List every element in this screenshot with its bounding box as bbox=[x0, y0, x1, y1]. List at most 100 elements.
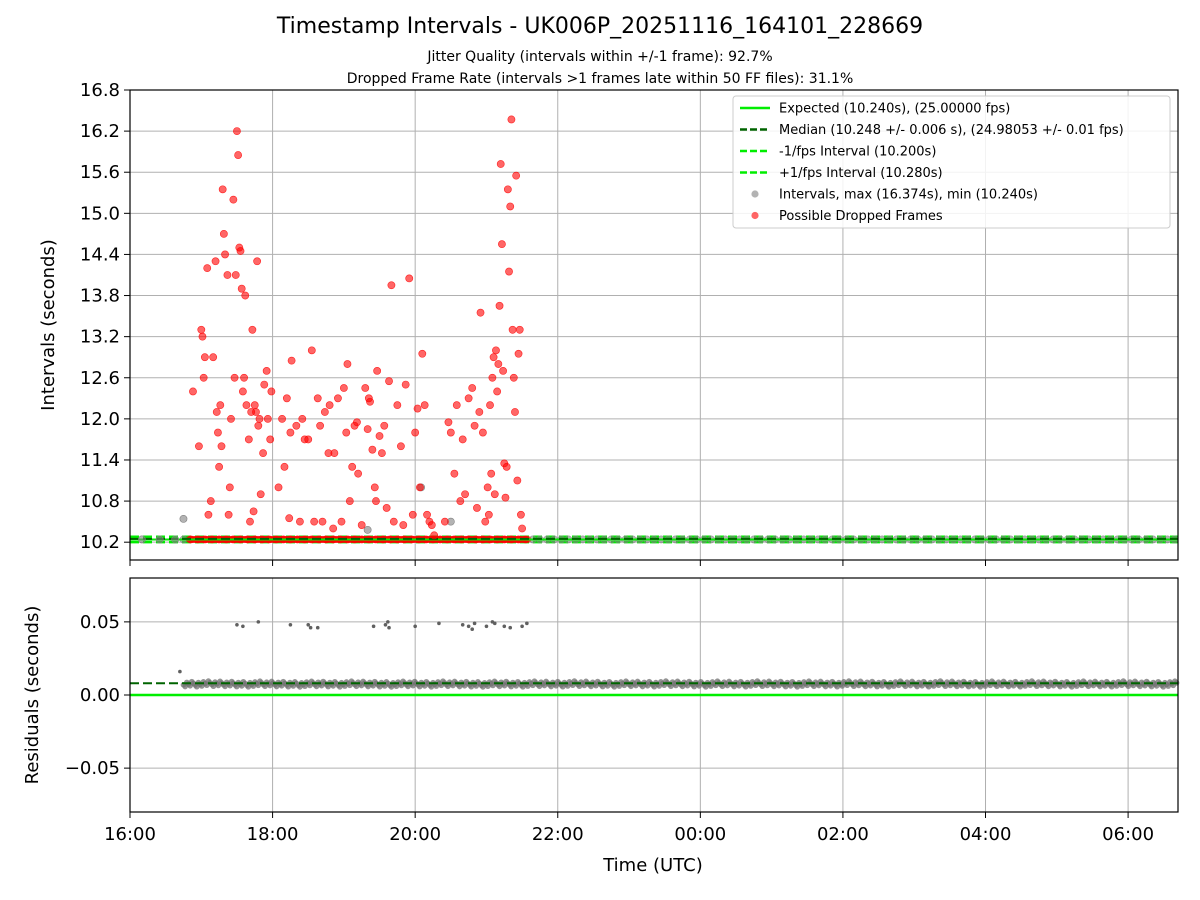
dropped-frame-point bbox=[241, 291, 250, 300]
y-tick-label: 10.8 bbox=[80, 491, 120, 512]
dropped-frame-point bbox=[263, 414, 272, 423]
dropped-frame-point bbox=[413, 404, 422, 413]
dropped-frame-point bbox=[515, 325, 524, 334]
dropped-frame-point bbox=[507, 115, 516, 124]
y-tick-label: 16.8 bbox=[80, 80, 120, 101]
dropped-frame-point bbox=[246, 517, 254, 526]
dropped-frame-point bbox=[430, 531, 439, 540]
dropped-frame-point bbox=[508, 325, 517, 334]
y-tick-label: 16.2 bbox=[80, 121, 120, 142]
dropped-frame-point bbox=[401, 380, 410, 389]
dropped-frame-point bbox=[234, 151, 243, 159]
dropped-frame-point bbox=[280, 462, 289, 471]
interval-point bbox=[179, 514, 188, 523]
residuals-plot: −0.05 0.00 0.05 16:00 18:00 20:00 22:00 00:00 02… bbox=[65, 577, 1180, 845]
legend-marker bbox=[751, 190, 759, 198]
dropped-frame-point bbox=[498, 240, 506, 249]
dropped-frame-point bbox=[446, 428, 455, 437]
residual-point bbox=[315, 625, 320, 630]
y-tick-label: 15.6 bbox=[80, 162, 120, 183]
dropped-frame-point bbox=[502, 462, 511, 471]
dropped-frame-point bbox=[486, 401, 494, 410]
dropped-frame-point bbox=[230, 373, 239, 382]
residual-point bbox=[178, 669, 182, 674]
dropped-frame-point bbox=[470, 421, 479, 430]
dropped-frame-point bbox=[237, 284, 246, 293]
dropped-frame-point bbox=[478, 428, 487, 437]
dropped-frame-point bbox=[475, 408, 484, 416]
dropped-frame-point bbox=[195, 442, 203, 451]
dropped-frame-point bbox=[488, 373, 497, 382]
dropped-frame-point bbox=[375, 432, 384, 440]
x-tick-label: 16:00 bbox=[104, 824, 156, 845]
dropped-frame-point bbox=[254, 421, 263, 430]
dropped-frame-point bbox=[216, 401, 225, 410]
dropped-frame-point bbox=[244, 435, 253, 444]
dropped-frame-point bbox=[361, 384, 370, 392]
residual-point bbox=[235, 623, 239, 627]
residual-point bbox=[371, 624, 376, 629]
dropped-frame-point bbox=[501, 493, 510, 502]
dropped-frame-point bbox=[483, 483, 492, 492]
dropped-frame-point bbox=[427, 521, 436, 529]
residual-point bbox=[387, 625, 391, 630]
x-tick-label: 06:00 bbox=[1102, 824, 1154, 845]
dropped-frame-point bbox=[512, 171, 521, 180]
residual-point bbox=[508, 625, 513, 630]
dropped-frame-point bbox=[296, 517, 304, 526]
dropped-frame-point bbox=[198, 332, 207, 341]
y-tick-label: 14.4 bbox=[80, 244, 120, 265]
residual-point bbox=[502, 624, 507, 629]
dropped-frame-point bbox=[197, 325, 206, 334]
dropped-frame-point bbox=[393, 401, 402, 410]
intervals-y-axis-label: Intervals (seconds) bbox=[38, 239, 59, 411]
dropped-frame-point bbox=[408, 510, 417, 519]
residual-point bbox=[525, 621, 529, 626]
legend-marker bbox=[751, 211, 759, 220]
dropped-frame-point bbox=[256, 490, 265, 499]
dropped-frame-point bbox=[382, 504, 391, 512]
x-tick-label: 22:00 bbox=[532, 824, 584, 845]
legend: Expected (10.240s), (25.00000 fps) Median… bbox=[732, 95, 1171, 229]
dropped-frame-point bbox=[304, 435, 313, 444]
dropped-frame-point bbox=[262, 367, 271, 375]
dropped-frame-point bbox=[464, 394, 473, 403]
dropped-frame-point bbox=[318, 517, 327, 526]
dropped-frame-point bbox=[378, 449, 386, 458]
dropped-frame-point bbox=[348, 462, 357, 471]
dropped-frame-point bbox=[255, 414, 264, 423]
dropped-frame-point bbox=[238, 387, 247, 396]
dropped-frame-point bbox=[236, 247, 245, 255]
dropped-frame-point bbox=[456, 497, 465, 505]
dropped-frame-point bbox=[330, 449, 339, 458]
dropped-frame-point bbox=[211, 257, 220, 266]
dropped-frame-point bbox=[204, 510, 213, 519]
dropped-frame-point bbox=[214, 428, 222, 437]
interval-point bbox=[155, 535, 164, 544]
y-tick-label: 0.00 bbox=[80, 685, 120, 706]
dropped-frame-point bbox=[217, 442, 226, 451]
dropped-frame-point bbox=[221, 250, 229, 259]
dropped-frame-point bbox=[259, 449, 267, 458]
dropped-frame-point bbox=[494, 360, 503, 368]
residual-point bbox=[466, 624, 471, 629]
dropped-frame-point bbox=[397, 442, 405, 451]
x-tick-label: 20:00 bbox=[389, 824, 441, 845]
dropped-frame-point bbox=[345, 497, 354, 505]
interval-point bbox=[137, 535, 146, 544]
dropped-frame-point bbox=[252, 408, 260, 416]
dropped-frame-point bbox=[339, 384, 348, 392]
residual-point bbox=[492, 621, 497, 626]
dropped-frame-point bbox=[240, 373, 248, 382]
dropped-frame-point bbox=[320, 408, 329, 416]
residual-point bbox=[520, 624, 524, 629]
dropped-frame-point bbox=[363, 425, 372, 434]
residual-point bbox=[256, 620, 261, 624]
dropped-frame-point bbox=[468, 384, 477, 392]
dropped-frame-point bbox=[373, 367, 382, 375]
chart-title: Timestamp Intervals - UK006P_20251116_16… bbox=[276, 14, 924, 39]
dropped-frame-point bbox=[506, 202, 515, 211]
dropped-frame-point bbox=[287, 356, 296, 365]
dropped-frame-point bbox=[461, 490, 469, 499]
residual-point bbox=[413, 624, 417, 629]
